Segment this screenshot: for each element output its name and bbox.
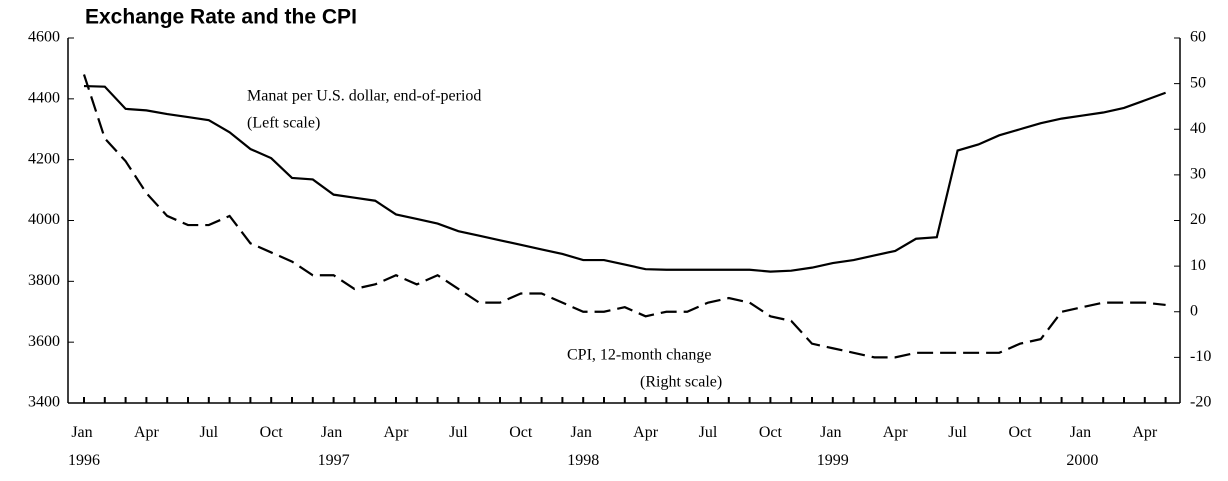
x-tick-label: Apr	[384, 424, 410, 441]
y-tick-label: 4000	[28, 211, 60, 228]
series-line	[83, 84, 1166, 273]
y-tick-label: 3800	[28, 272, 60, 289]
annotation: Manat per U.S. dollar, end-of-period	[247, 88, 481, 105]
y-tick-label: 3400	[28, 394, 60, 411]
y2-tick-label: -10	[1190, 348, 1211, 365]
y-tick-label: 4400	[28, 90, 60, 107]
x-tick-label: Jul	[449, 424, 468, 441]
x-tick-label: Oct	[759, 424, 783, 441]
series-line	[82, 74, 1166, 359]
x-tick-label: Apr	[134, 424, 160, 441]
y2-tick-label: 20	[1190, 211, 1206, 228]
y2-tick-label: -20	[1190, 394, 1211, 411]
annotation: (Left scale)	[247, 115, 320, 132]
x-tick-label: Jan 1998	[567, 424, 599, 469]
y2-tick-label: 50	[1190, 74, 1206, 91]
y2-tick-label: 30	[1190, 166, 1206, 183]
y2-tick-label: 40	[1190, 120, 1206, 137]
x-tick-label: Oct	[1008, 424, 1032, 441]
annotation: (Right scale)	[640, 374, 722, 391]
x-tick-label: Apr	[883, 424, 909, 441]
x-tick-label: Oct	[509, 424, 533, 441]
x-tick-label: Apr	[1132, 424, 1158, 441]
x-tick-label: Jul	[199, 424, 218, 441]
x-tick-label: Jan 2000	[1066, 424, 1098, 469]
y2-tick-label: 60	[1190, 29, 1206, 46]
chart-title: Exchange Rate and the CPI	[85, 6, 357, 29]
x-tick-label: Jan 1997	[318, 424, 350, 469]
x-tick-label: Apr	[633, 424, 659, 441]
y-tick-label: 4200	[28, 150, 60, 167]
x-tick-label: Jul	[699, 424, 718, 441]
y-tick-label: 3600	[28, 333, 60, 350]
y2-tick-label: 10	[1190, 257, 1206, 274]
x-tick-label: Oct	[260, 424, 284, 441]
x-tick-label: Jan 1996	[68, 424, 100, 469]
x-tick-label: Jan 1999	[817, 424, 849, 469]
annotation: CPI, 12-month change	[567, 347, 711, 364]
x-tick-label: Jul	[948, 424, 967, 441]
y2-tick-label: 0	[1190, 302, 1198, 319]
y-tick-label: 4600	[28, 29, 60, 46]
